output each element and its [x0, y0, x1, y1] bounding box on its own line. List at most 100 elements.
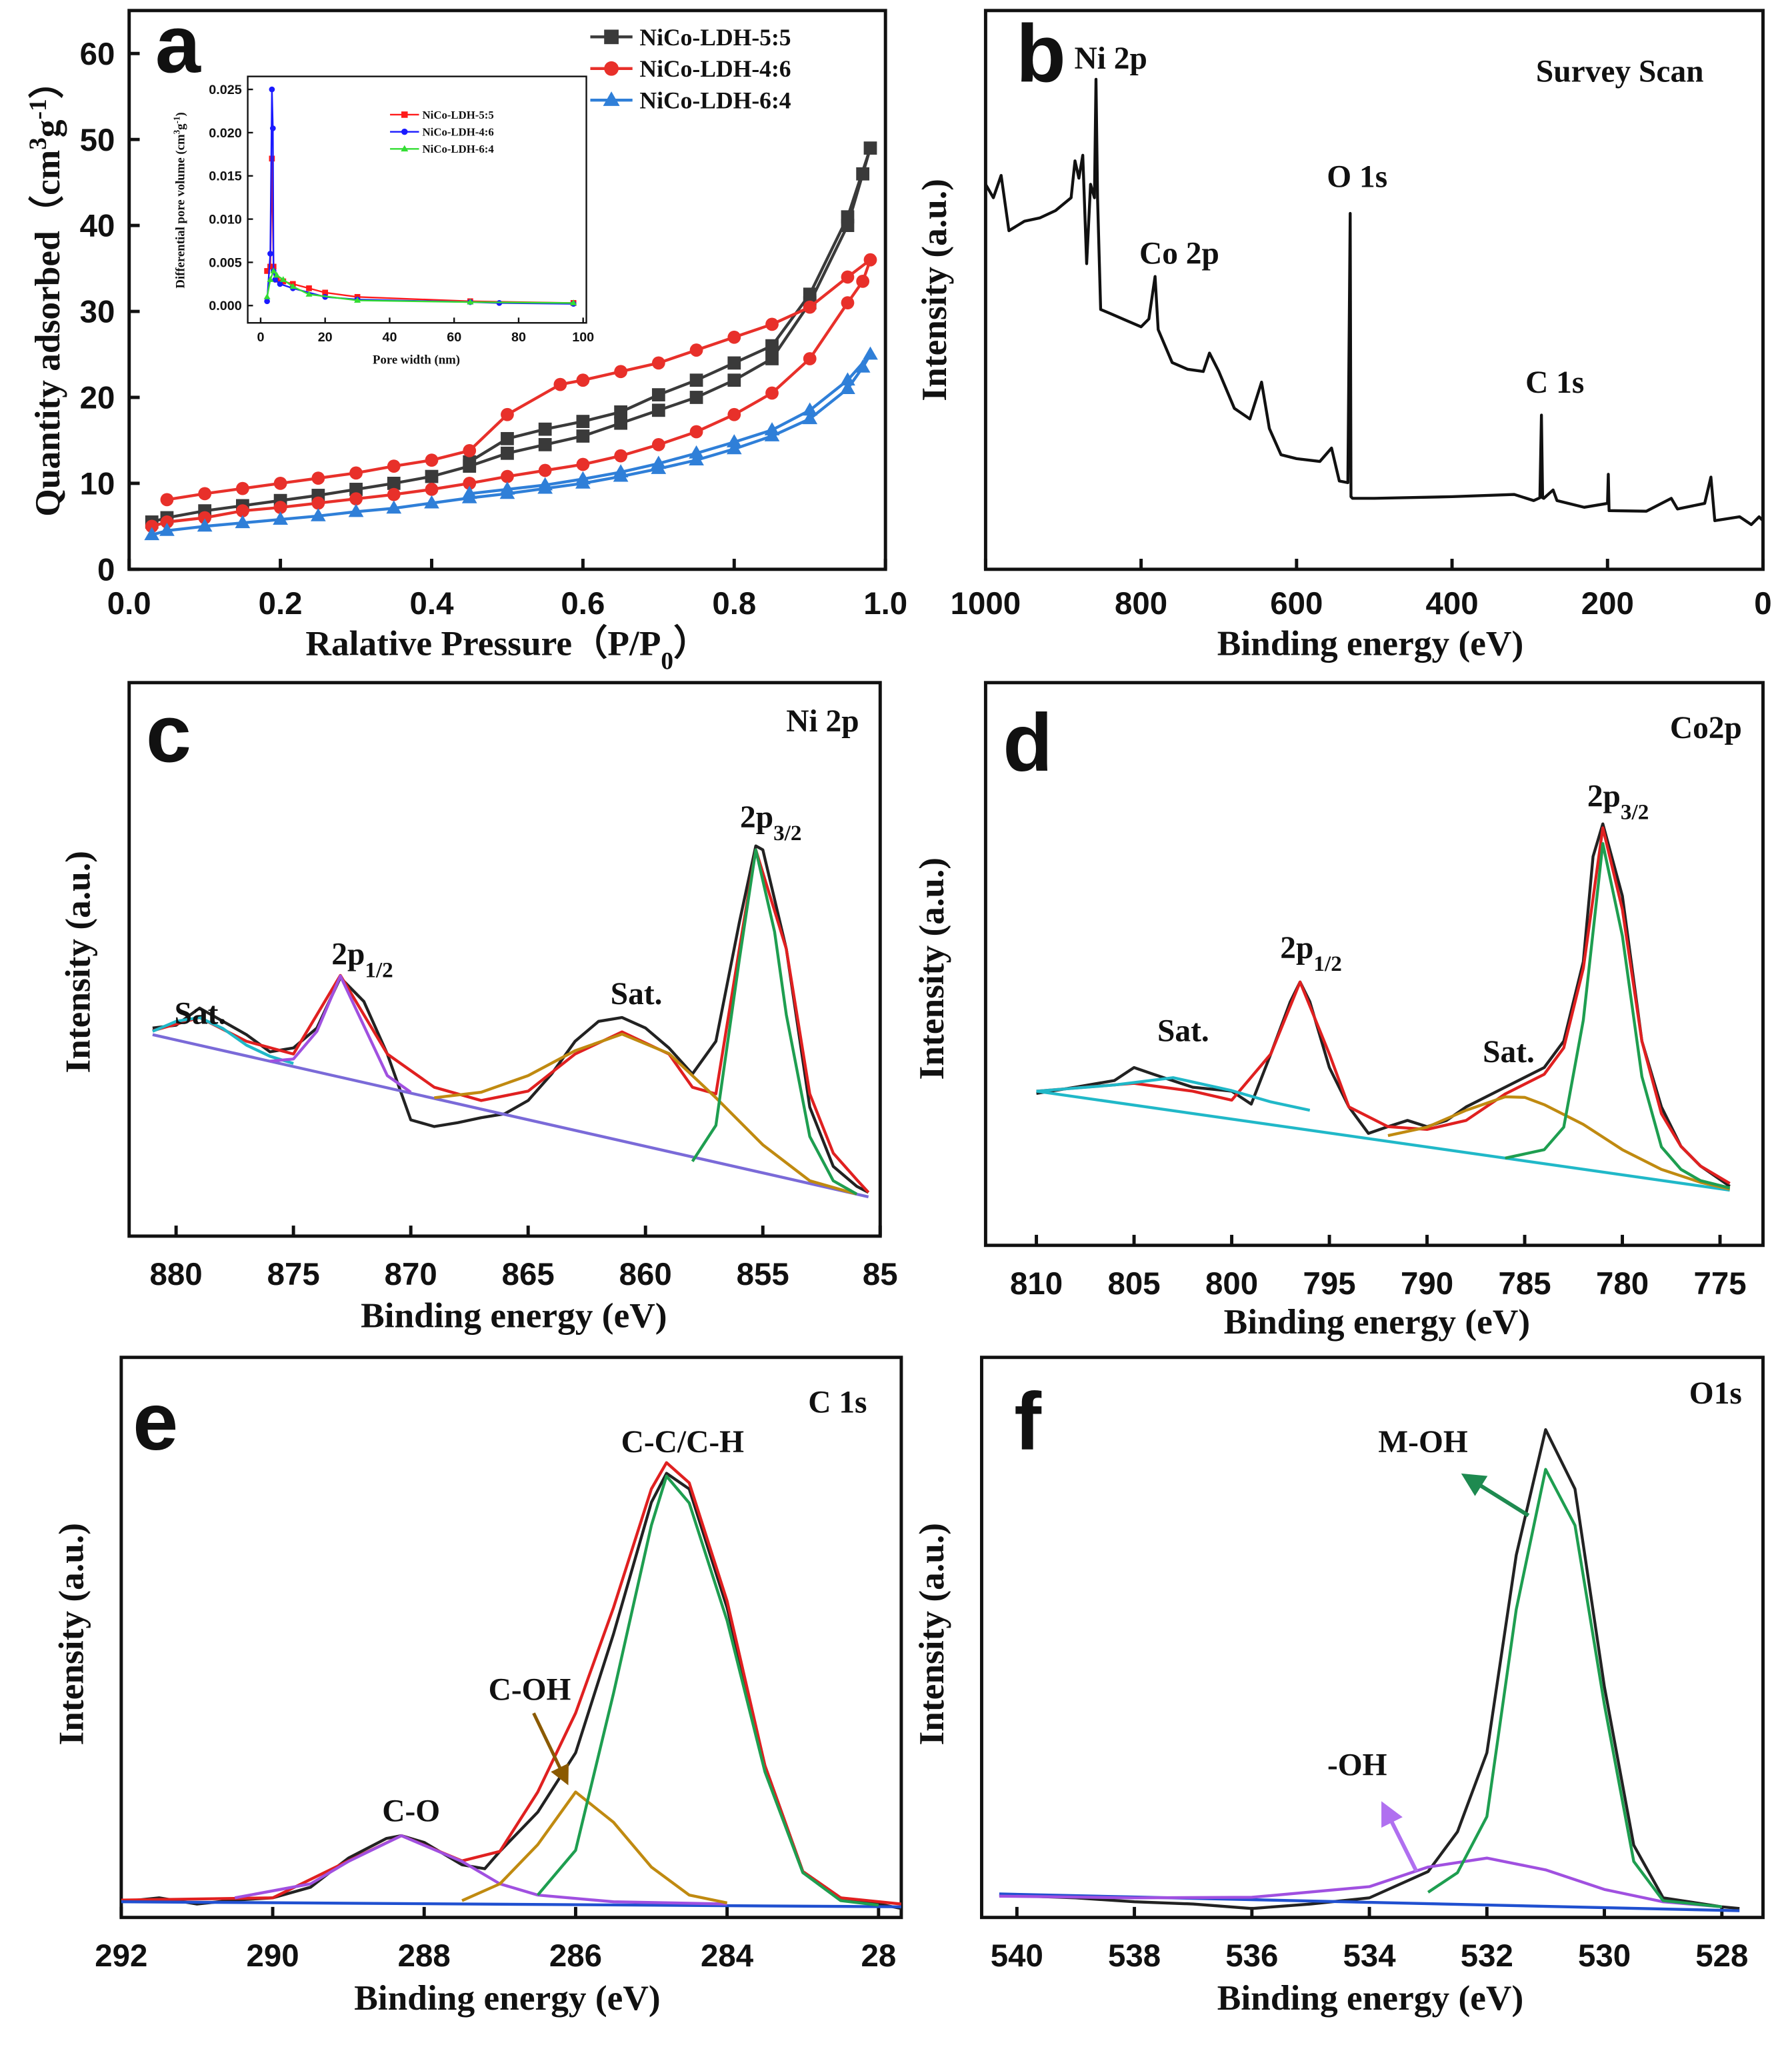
marker [765, 339, 779, 353]
y-tick-label: 0.020 [209, 126, 241, 141]
marker [603, 91, 620, 106]
series [145, 253, 877, 533]
y-axis-title-part: ） [27, 63, 67, 99]
y-axis-title: Intensity (a.u.) [51, 1523, 91, 1746]
annotation-part: -OH [1327, 1748, 1387, 1782]
x-tick-label: 790 [1401, 1266, 1453, 1302]
marker [387, 487, 401, 501]
x-tick-label: 100 [572, 330, 594, 345]
series-line [266, 270, 574, 304]
x-axis-title-part: ） [673, 623, 709, 663]
marker [272, 277, 279, 283]
marker [863, 141, 877, 155]
series [1427, 1468, 1723, 1908]
marker [264, 268, 270, 274]
x-axis-title: Binding energy (eV) [1217, 623, 1523, 663]
series-line [152, 1015, 294, 1065]
annotation-part: 3/2 [773, 821, 801, 845]
marker [348, 503, 364, 517]
series-line [1387, 1095, 1731, 1191]
x-tick-label: 290 [246, 1938, 299, 1974]
series [234, 1834, 727, 1906]
series [1036, 1076, 1311, 1112]
x-tick-label: 200 [1581, 586, 1634, 621]
y-axis-title-part: Differential pore volume (cm [174, 134, 188, 289]
y-axis-title-part: Intensity (a.u.) [911, 857, 951, 1080]
panel-label: b [1016, 8, 1066, 99]
y-tick-label: 0.000 [209, 299, 241, 313]
x-axis-title-part: Binding energy (eV) [1224, 1302, 1530, 1342]
marker [501, 407, 514, 421]
marker [425, 469, 439, 483]
annotation-part: C-C/C-H [621, 1425, 744, 1460]
legend-label: NiCo-LDH-4:6 [423, 126, 494, 139]
marker [273, 501, 287, 514]
series-line [999, 1428, 1740, 1910]
marker [614, 405, 628, 419]
panel-title: O1s [1689, 1376, 1742, 1411]
series [152, 848, 870, 1194]
series [263, 267, 577, 305]
x-tick-label: 85 [863, 1257, 898, 1292]
marker [349, 466, 363, 480]
y-axis-title-part: Intensity (a.u.) [911, 1523, 951, 1746]
annotation: 2p1/2 [331, 937, 393, 983]
marker [354, 297, 361, 303]
marker [576, 457, 590, 471]
marker [159, 522, 175, 536]
x-axis-title: Pore width (nm) [373, 353, 460, 367]
y-axis-title: Intensity (a.u.) [911, 1523, 951, 1746]
marker [856, 167, 870, 181]
marker [311, 471, 325, 485]
panel-title: C 1s [808, 1386, 867, 1420]
annotation-part: O 1s [1327, 160, 1387, 195]
annotation: 2p3/2 [740, 800, 802, 845]
y-axis-title-part: Intensity (a.u.) [51, 1523, 91, 1746]
annotation: C-C/C-H [621, 1425, 744, 1460]
x-tick-label: 292 [95, 1938, 147, 1974]
legend-label: NiCo-LDH-6:4 [423, 143, 495, 155]
marker [803, 352, 817, 365]
marker [576, 415, 590, 428]
y-tick-label: 0.010 [209, 213, 241, 227]
series [1036, 1090, 1730, 1192]
marker [401, 128, 408, 135]
legend-label: NiCo-LDH-4:6 [639, 55, 791, 82]
marker [538, 463, 552, 477]
series-line [985, 77, 1763, 526]
marker [279, 276, 287, 282]
marker [538, 437, 552, 451]
marker [803, 300, 817, 314]
x-tick-label: 1.0 [863, 586, 907, 621]
marker [727, 330, 741, 344]
annotation: Sat. [1483, 1035, 1535, 1070]
series [434, 1032, 857, 1196]
panel-label: f [1014, 1376, 1042, 1467]
x-axis-title-part: Binding energy (eV) [361, 1295, 667, 1335]
marker [401, 111, 408, 118]
marker [614, 365, 628, 379]
plot-frame [119, 1356, 903, 1920]
marker [277, 281, 283, 287]
series-line [1036, 826, 1731, 1185]
marker [604, 61, 619, 76]
x-axis-title-part: Binding energy (eV) [354, 1978, 660, 2018]
legend-label: NiCo-LDH-5:5 [423, 109, 494, 121]
x-tick-label: 540 [991, 1938, 1043, 1974]
x-tick-label: 530 [1578, 1938, 1631, 1974]
marker [726, 441, 742, 455]
x-axis-title-part: Binding energy (eV) [1217, 623, 1523, 663]
series [985, 77, 1763, 526]
x-tick-label: 875 [267, 1257, 320, 1292]
annotation-part: Sat. [1483, 1035, 1535, 1070]
annotation: C 1s [1525, 365, 1584, 400]
plot-frame [127, 681, 882, 1238]
x-axis-title-part: Pore width (nm) [373, 353, 460, 367]
marker [651, 388, 665, 401]
marker [235, 515, 251, 529]
marker [802, 402, 818, 416]
marker [727, 356, 741, 370]
x-axis-title: Ralative Pressure（P/P0） [305, 623, 709, 674]
x-tick-label: 800 [1205, 1266, 1258, 1302]
